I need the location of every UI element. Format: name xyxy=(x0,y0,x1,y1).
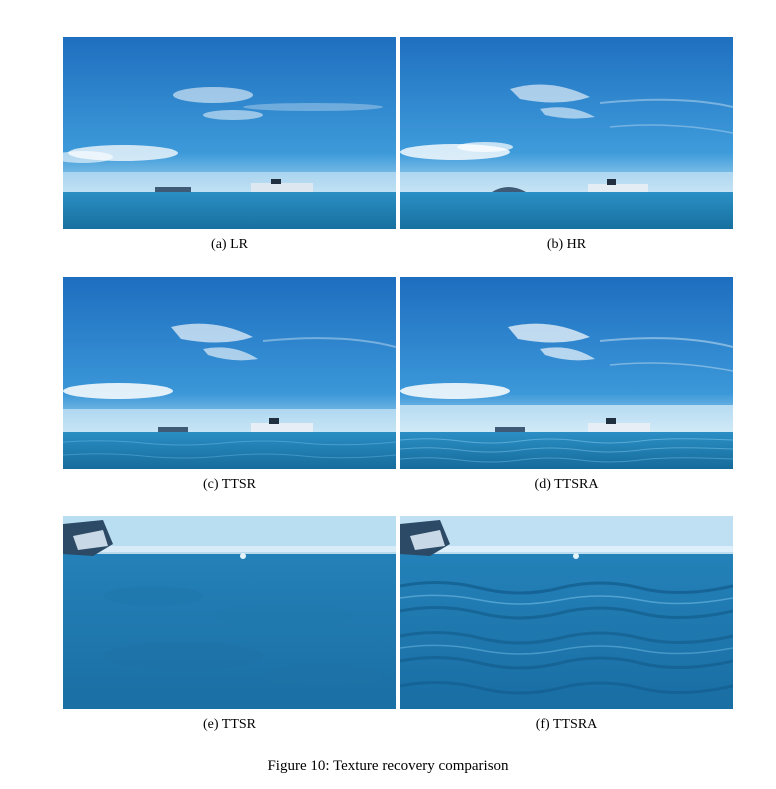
sea-crop-ttsr-picture xyxy=(63,516,396,709)
seascape-ttsra-picture xyxy=(400,277,733,469)
panel-c-caption: (c) TTSR xyxy=(202,477,256,492)
panel-b-hr-image xyxy=(400,37,733,229)
panel-a-lr-image xyxy=(63,37,396,229)
seascape-lr-picture xyxy=(63,37,396,229)
panel-f-caption: (f) TTSRA xyxy=(535,717,598,732)
panel-a-caption: (a) LR xyxy=(211,237,248,252)
figure-caption: Figure 10: Texture recovery comparison xyxy=(267,758,509,774)
seascape-hr-picture xyxy=(400,37,733,229)
panel-c-ttsr-image xyxy=(63,277,396,469)
panel-e-caption: (e) TTSR xyxy=(202,717,256,732)
panel-e-ttsr-crop-image xyxy=(63,516,396,709)
seascape-ttsr-picture xyxy=(63,277,396,469)
panel-f-ttsra-crop-image xyxy=(400,516,733,709)
panel-d-ttsra-image xyxy=(400,277,733,469)
sea-crop-ttsra-picture xyxy=(400,516,733,709)
panel-b-caption: (b) HR xyxy=(546,237,587,252)
panel-d-caption: (d) TTSRA xyxy=(534,477,599,492)
